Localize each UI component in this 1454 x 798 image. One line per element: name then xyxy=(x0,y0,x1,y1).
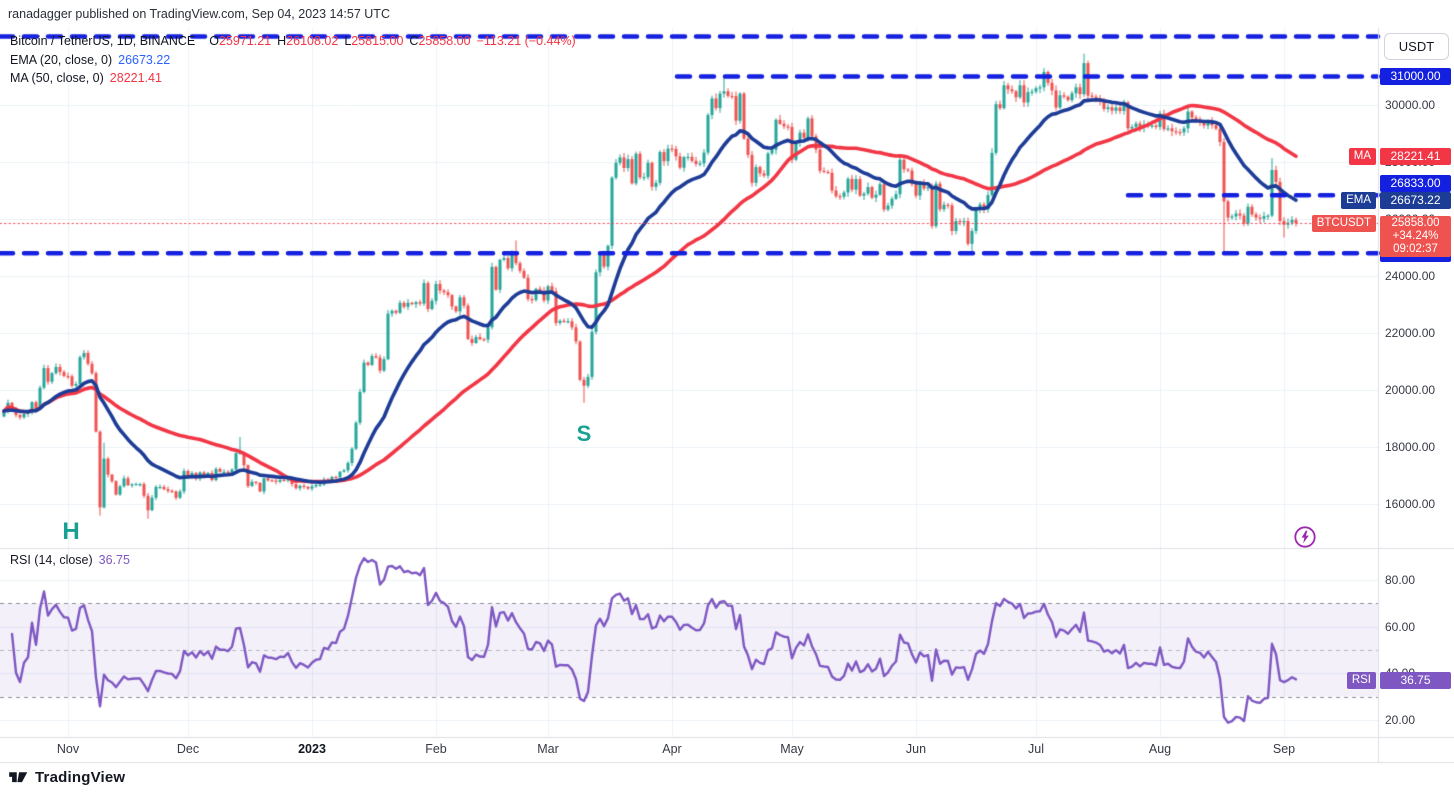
time-axis-label-nov: Nov xyxy=(56,742,80,756)
currency-toggle-button[interactable]: USDT xyxy=(1384,33,1449,60)
symbol-legend-row: Bitcoin / TetherUS, 1D, BINANCE O25971.21… xyxy=(10,32,576,51)
ohlc-values: O25971.21 H26108.02 L25815.00 C25858.00 xyxy=(203,34,470,48)
price-level-tag: 26833.00 xyxy=(1380,174,1451,192)
tradingview-logo-icon xyxy=(9,772,28,783)
price-level-tag: 31000.00 xyxy=(1380,67,1451,85)
symbol-title: Bitcoin / TetherUS, 1D, BINANCE xyxy=(10,34,196,48)
ema-legend-value: 26673.22 xyxy=(118,52,171,67)
ohlc-key: H xyxy=(277,34,287,48)
last-price-tag-line: +34.24% xyxy=(1392,230,1439,242)
ema-pill: EMA xyxy=(1341,191,1376,209)
ma-value-tag: 28221.41 xyxy=(1380,147,1451,165)
tradingview-logo-text: TradingView xyxy=(35,769,126,786)
time-axis-label-may: May xyxy=(780,742,804,756)
time-axis-label-mar: Mar xyxy=(537,742,559,756)
ohlc-key: L xyxy=(344,34,352,48)
ema-value-tag: 26673.22 xyxy=(1380,191,1451,209)
btcusdt-pill: BTCUSDT xyxy=(1311,214,1376,232)
ohlc-key: C xyxy=(409,34,419,48)
rsi-pill: RSI xyxy=(1346,672,1376,690)
price-tick-label: 20000.00 xyxy=(1385,383,1436,397)
time-axis-label-jun: Jun xyxy=(905,742,927,756)
ma-legend-row: MA (50, close, 0) 28221.41 xyxy=(10,69,576,88)
rsi-legend-value: 36.75 xyxy=(98,553,130,567)
chart-legend: Bitcoin / TetherUS, 1D, BINANCE O25971.21… xyxy=(10,32,576,88)
ohlc-value: 25815.00 xyxy=(351,34,404,48)
time-axis-label-apr: Apr xyxy=(662,742,682,756)
price-tick-label: 30000.00 xyxy=(1385,98,1436,112)
last-price-tag-line: 09:02:37 xyxy=(1393,243,1438,255)
rsi-tick-label: 80.00 xyxy=(1385,572,1416,587)
annotation-s: S xyxy=(576,421,592,446)
rsi-tick-label: 20.00 xyxy=(1385,713,1416,727)
ema-legend-label: EMA (20, close, 0) xyxy=(10,52,113,67)
time-axis-label-sep: Sep xyxy=(1272,742,1296,756)
ma-pill: MA xyxy=(1348,147,1376,165)
tradingview-branding[interactable]: TradingView xyxy=(8,768,125,787)
price-tick-label: 22000.00 xyxy=(1385,326,1436,340)
ohlc-key: O xyxy=(209,34,219,48)
time-axis-label-2023: 2023 xyxy=(298,742,326,756)
lightning-bolt-icon[interactable] xyxy=(1294,526,1316,548)
ema-legend-row: EMA (20, close, 0) 26673.22 xyxy=(10,51,576,70)
time-axis-label-dec: Dec xyxy=(176,742,200,756)
price-change: −113.21 (−0.44%) xyxy=(476,34,576,48)
ma-legend-value: 28221.41 xyxy=(109,71,162,85)
price-tick-label: 16000.00 xyxy=(1385,497,1436,511)
rsi-legend-row: RSI (14, close) 36.75 xyxy=(10,553,130,567)
time-axis-label-jul: Jul xyxy=(1028,742,1044,756)
ohlc-value: 26108.02 xyxy=(286,34,339,48)
ohlc-value: 25971.21 xyxy=(219,34,272,48)
price-tick-label: 18000.00 xyxy=(1385,440,1436,454)
last-price-tag: 25858.00 +34.24% 09:02:37 xyxy=(1380,216,1451,257)
rsi-value-tag: 36.75 xyxy=(1380,672,1451,690)
ma-legend-label: MA (50, close, 0) xyxy=(10,71,104,85)
ohlc-value: 25858.00 xyxy=(418,34,471,48)
last-price-tag-line: 25858.00 xyxy=(1391,217,1440,229)
price-tick-label: 24000.00 xyxy=(1385,269,1436,283)
rsi-legend-label: RSI (14, close) xyxy=(10,553,93,567)
annotation-h: H xyxy=(62,518,80,545)
time-axis-label-feb: Feb xyxy=(425,742,447,756)
time-axis-label-aug: Aug xyxy=(1148,742,1172,756)
rsi-tick-label: 60.00 xyxy=(1385,619,1416,634)
